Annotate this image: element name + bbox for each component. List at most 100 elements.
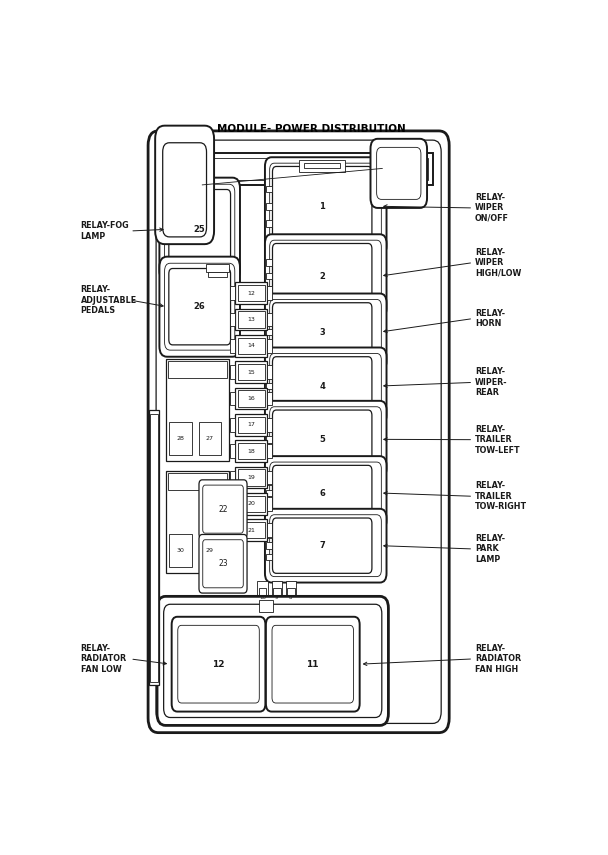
Text: RELAY-
RADIATOR
FAN LOW: RELAY- RADIATOR FAN LOW <box>81 644 127 674</box>
Bar <box>268 392 272 405</box>
Bar <box>266 490 272 496</box>
FancyBboxPatch shape <box>156 140 441 723</box>
Text: 26: 26 <box>194 302 206 311</box>
Text: RELAY-
ADJUSTABLE
PEDALS: RELAY- ADJUSTABLE PEDALS <box>81 286 137 315</box>
Bar <box>238 443 265 459</box>
Text: 21: 21 <box>247 528 255 533</box>
Text: RELAY-
WIPER-
REAR: RELAY- WIPER- REAR <box>475 368 508 398</box>
Bar <box>168 362 227 378</box>
Text: RELAY-FOG
LAMP: RELAY-FOG LAMP <box>81 221 130 240</box>
FancyBboxPatch shape <box>265 509 387 582</box>
Bar <box>238 469 265 486</box>
Bar <box>230 445 235 458</box>
Bar <box>169 534 192 567</box>
Bar <box>266 436 272 443</box>
Bar <box>266 542 272 549</box>
Bar <box>273 588 280 615</box>
FancyBboxPatch shape <box>272 465 372 521</box>
Bar <box>266 259 272 266</box>
Bar <box>230 497 235 510</box>
Text: 6: 6 <box>319 488 325 498</box>
Bar <box>168 474 227 490</box>
Bar <box>304 162 340 168</box>
Bar <box>268 497 272 510</box>
Text: RELAY-
RADIATOR
FAN HIGH: RELAY- RADIATOR FAN HIGH <box>475 644 521 674</box>
Bar <box>230 418 235 432</box>
Bar <box>238 522 265 539</box>
Bar <box>258 599 273 611</box>
Bar <box>268 418 272 432</box>
Text: MODULE- POWER DISTRIBUTION: MODULE- POWER DISTRIBUTION <box>217 124 406 133</box>
Bar <box>268 339 272 353</box>
Bar <box>206 264 229 272</box>
FancyBboxPatch shape <box>202 485 243 534</box>
Text: 28: 28 <box>177 436 185 441</box>
Bar <box>286 581 296 617</box>
Bar <box>266 273 272 280</box>
Bar <box>266 328 272 335</box>
FancyBboxPatch shape <box>265 456 387 530</box>
Text: 12: 12 <box>212 660 225 669</box>
Text: 13: 13 <box>247 317 255 322</box>
Bar <box>238 364 265 380</box>
Bar <box>266 395 272 401</box>
Text: 17: 17 <box>247 422 255 428</box>
Text: RELAY-
TRAILER
TOW-RIGHT: RELAY- TRAILER TOW-RIGHT <box>475 481 527 511</box>
Text: 22: 22 <box>218 504 228 514</box>
FancyBboxPatch shape <box>270 163 381 250</box>
Bar <box>235 414 268 436</box>
Bar <box>274 616 280 624</box>
Bar <box>238 416 265 433</box>
FancyBboxPatch shape <box>270 462 381 524</box>
Text: 23: 23 <box>218 559 228 569</box>
FancyBboxPatch shape <box>202 540 243 587</box>
Text: 16: 16 <box>247 396 255 401</box>
FancyBboxPatch shape <box>270 353 381 419</box>
Bar <box>235 493 268 515</box>
Text: 29: 29 <box>206 548 214 553</box>
Bar <box>202 153 433 185</box>
FancyBboxPatch shape <box>272 244 372 309</box>
FancyBboxPatch shape <box>169 190 230 269</box>
Bar <box>230 286 235 300</box>
Bar <box>299 160 345 172</box>
Bar <box>260 616 266 624</box>
Bar <box>150 414 158 682</box>
Text: 3: 3 <box>319 327 325 337</box>
Text: 14: 14 <box>247 344 255 348</box>
FancyBboxPatch shape <box>155 126 214 245</box>
Bar <box>266 479 272 485</box>
Bar <box>266 186 272 192</box>
Bar <box>266 501 272 508</box>
Bar <box>238 338 265 354</box>
Bar <box>268 286 272 300</box>
Bar <box>268 523 272 537</box>
Text: 11: 11 <box>306 660 319 669</box>
Bar <box>268 470 272 485</box>
FancyBboxPatch shape <box>370 139 427 208</box>
Text: RELAY-
TRAILER
TOW-LEFT: RELAY- TRAILER TOW-LEFT <box>475 425 520 455</box>
Bar <box>266 531 272 538</box>
Bar <box>235 519 268 541</box>
FancyBboxPatch shape <box>199 534 247 593</box>
Text: RELAY-
PARK
LAMP: RELAY- PARK LAMP <box>475 534 505 563</box>
FancyBboxPatch shape <box>270 299 381 364</box>
Text: 15: 15 <box>247 369 255 374</box>
FancyBboxPatch shape <box>272 625 353 703</box>
FancyBboxPatch shape <box>159 256 240 357</box>
Bar <box>268 313 272 327</box>
Bar <box>288 616 294 624</box>
Text: 30: 30 <box>177 548 185 553</box>
FancyBboxPatch shape <box>272 357 372 416</box>
Text: 5: 5 <box>319 435 325 444</box>
FancyBboxPatch shape <box>163 143 207 237</box>
Bar <box>238 496 265 512</box>
Bar <box>235 467 268 488</box>
FancyBboxPatch shape <box>265 234 387 318</box>
Bar <box>268 445 272 458</box>
FancyBboxPatch shape <box>272 410 372 469</box>
FancyBboxPatch shape <box>272 303 372 362</box>
Bar <box>235 440 268 462</box>
Text: RELAY-
WIPER
HIGH/LOW: RELAY- WIPER HIGH/LOW <box>475 248 522 278</box>
Bar <box>165 359 229 462</box>
